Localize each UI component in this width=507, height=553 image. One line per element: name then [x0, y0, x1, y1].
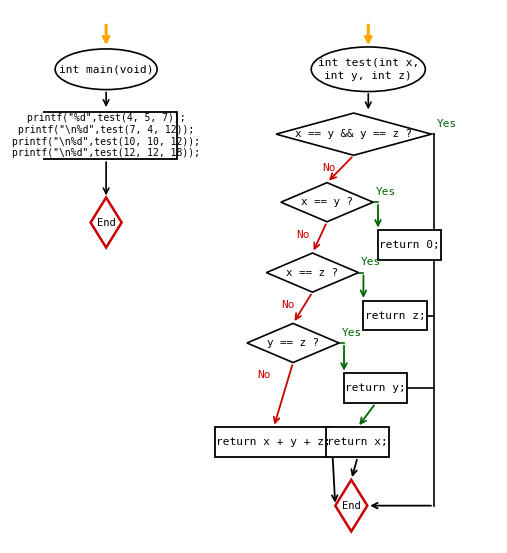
Text: End: End: [97, 217, 116, 227]
Polygon shape: [91, 197, 122, 248]
Text: No: No: [257, 371, 271, 380]
Text: y == z ?: y == z ?: [267, 338, 319, 348]
Text: Yes: Yes: [376, 187, 396, 197]
Text: return x + y + z;: return x + y + z;: [216, 437, 331, 447]
Polygon shape: [247, 324, 339, 363]
Text: No: No: [296, 229, 309, 239]
Text: return x;: return x;: [327, 437, 388, 447]
Polygon shape: [276, 113, 431, 155]
Text: x == y && y == z ?: x == y && y == z ?: [295, 129, 412, 139]
FancyBboxPatch shape: [326, 427, 389, 457]
Text: printf("%d",test(4, 5, 7));
printf("\n%d",test(7, 4, 12));
printf("\n%d",test(10: printf("%d",test(4, 5, 7)); printf("\n%d…: [12, 113, 200, 158]
Text: int main(void): int main(void): [59, 64, 154, 74]
Polygon shape: [281, 182, 373, 222]
Ellipse shape: [311, 47, 425, 92]
Text: return z;: return z;: [365, 311, 425, 321]
Text: Yes: Yes: [361, 257, 381, 267]
Polygon shape: [335, 480, 367, 531]
FancyBboxPatch shape: [378, 231, 441, 260]
Text: No: No: [281, 300, 295, 310]
FancyBboxPatch shape: [215, 427, 332, 457]
Ellipse shape: [55, 49, 157, 90]
Text: End: End: [342, 500, 360, 510]
Text: int test(int x,
int y, int z): int test(int x, int y, int z): [318, 58, 419, 81]
FancyBboxPatch shape: [364, 301, 426, 331]
FancyBboxPatch shape: [344, 373, 407, 403]
FancyBboxPatch shape: [35, 112, 176, 159]
Text: Yes: Yes: [437, 119, 457, 129]
Text: x == z ?: x == z ?: [286, 268, 339, 278]
Text: No: No: [322, 163, 336, 173]
Text: Yes: Yes: [342, 327, 362, 337]
Text: x == y ?: x == y ?: [301, 197, 353, 207]
Polygon shape: [266, 253, 358, 292]
Text: return 0;: return 0;: [379, 240, 440, 250]
Text: return y;: return y;: [345, 383, 406, 393]
